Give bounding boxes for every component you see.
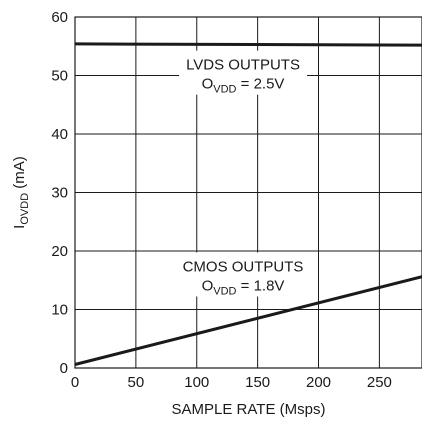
plot-frame — [74, 16, 422, 369]
y-tick-label: 30 — [51, 185, 68, 202]
y-axis-label-main: I — [11, 225, 28, 229]
x-tick-label: 150 — [245, 374, 270, 391]
annotation-line1: LVDS OUTPUTS — [186, 57, 300, 74]
annotation-line2: OVDD = 2.5V — [202, 76, 285, 96]
series-line — [74, 275, 422, 366]
annotation-backdrop — [179, 50, 308, 95]
x-tick-label: 50 — [128, 374, 145, 391]
x-tick-label: 200 — [306, 374, 331, 391]
annotations: LVDS OUTPUTS OVDD = 2.5V CMOS OUTPUTS OVDD … — [179, 50, 308, 297]
annotation-line1: CMOS OUTPUTS — [183, 258, 304, 275]
x-axis-label: SAMPLE RATE (Msps) — [172, 401, 326, 418]
x-tick-label: 100 — [184, 374, 209, 391]
annotation-backdrop — [179, 252, 308, 297]
y-axis-label-unit: (mA) — [11, 156, 28, 193]
annotation-line2: OVDD = 1.8V — [202, 277, 285, 297]
x-tick-label: 250 — [367, 374, 392, 391]
x-tick-label: 0 — [71, 374, 79, 391]
y-tick-label: 60 — [51, 9, 68, 26]
series-layer — [74, 42, 422, 366]
tick-labels: 0 50 100 150 200 250 0 10 20 30 40 50 60 — [51, 9, 392, 391]
y-tick-label: 40 — [51, 126, 68, 143]
y-tick-label: 20 — [51, 243, 68, 260]
y-axis-label: IOVDD (mA) — [11, 156, 31, 229]
y-axis-label-sub: OVDD — [19, 193, 31, 225]
y-tick-label: 0 — [60, 360, 68, 377]
y-tick-label: 10 — [51, 302, 68, 319]
y-tick-label: 50 — [51, 68, 68, 85]
series-line — [74, 42, 422, 47]
